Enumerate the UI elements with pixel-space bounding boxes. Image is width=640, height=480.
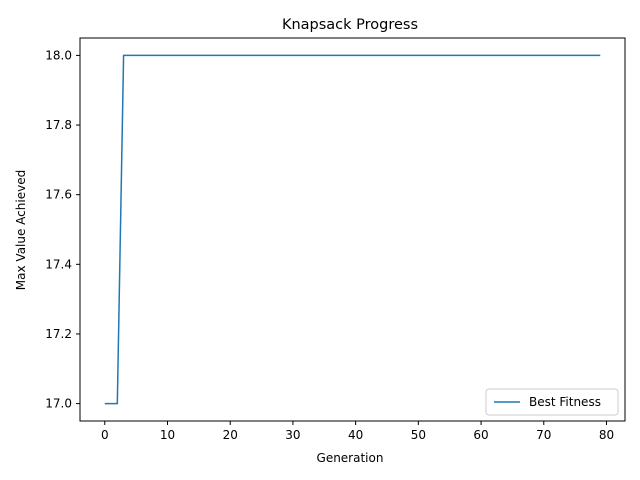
- x-tick-label: 50: [411, 428, 426, 442]
- plot-area: [79, 37, 626, 422]
- x-tick-label: 0: [101, 428, 109, 442]
- chart-title: Knapsack Progress: [282, 17, 418, 33]
- x-axis-ticks: 0 10 20 30 40 50 60 70 80: [101, 421, 614, 442]
- y-tick-label: 18.0: [45, 48, 72, 62]
- y-tick-label: 17.4: [45, 257, 72, 271]
- x-tick-label: 60: [473, 428, 488, 442]
- x-tick-label: 80: [599, 428, 614, 442]
- y-tick-label: 17.6: [45, 188, 72, 202]
- plot-frame: [79, 37, 626, 422]
- series-line-best-fitness: [104, 54, 601, 405]
- legend-label-best-fitness: Best Fitness: [529, 395, 601, 409]
- y-axis-ticks: 17.0 17.2 17.4 17.6 17.8 18.0: [45, 48, 80, 411]
- series-layer: [104, 54, 601, 405]
- y-axis-label: Max Value Achieved: [14, 170, 28, 290]
- x-tick-label: 20: [223, 428, 238, 442]
- legend: Best Fitness: [485, 388, 619, 416]
- y-tick-label: 17.8: [45, 118, 72, 132]
- x-tick-label: 10: [160, 428, 175, 442]
- x-tick-label: 30: [285, 428, 300, 442]
- x-tick-label: 40: [348, 428, 363, 442]
- x-tick-label: 70: [536, 428, 551, 442]
- x-axis-label: Generation: [317, 451, 384, 465]
- y-tick-label: 17.0: [45, 397, 72, 411]
- legend-box: [485, 388, 619, 416]
- y-tick-label: 17.2: [45, 327, 72, 341]
